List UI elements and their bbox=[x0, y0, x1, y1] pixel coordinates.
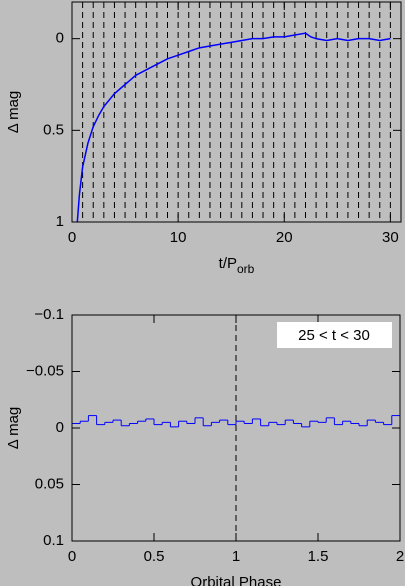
x-axis-label-main: t/P bbox=[219, 255, 237, 272]
y-tick-label: 0.5 bbox=[43, 121, 64, 138]
x-axis-label: t/Porb bbox=[219, 255, 255, 276]
y-tick-label: −0.05 bbox=[26, 362, 64, 379]
x-axis-label-main: Orbital Phase bbox=[191, 574, 282, 586]
x-tick-label: 30 bbox=[382, 229, 399, 246]
annotation-box bbox=[277, 322, 392, 348]
y-tick-label: 0.1 bbox=[43, 532, 64, 549]
annotation: 25 < t < 30 bbox=[298, 327, 370, 344]
plot-frame bbox=[71, 1, 402, 223]
y-axis-label: Δ mag bbox=[5, 91, 22, 134]
y-tick-label: −0.1 bbox=[34, 306, 64, 323]
x-tick-label: 2 bbox=[396, 548, 404, 565]
x-tick-label: 0 bbox=[68, 548, 76, 565]
y-tick-label: 1 bbox=[56, 213, 64, 230]
x-tick-label: 0.5 bbox=[144, 548, 165, 565]
y-tick-label: 0.05 bbox=[35, 475, 64, 492]
y-tick-label: 0 bbox=[56, 419, 64, 436]
y-tick-label: 0 bbox=[56, 30, 64, 47]
x-axis-label-sub: orb bbox=[237, 262, 255, 276]
x-tick-label: 1 bbox=[232, 548, 240, 565]
x-tick-label: 10 bbox=[170, 229, 187, 246]
x-tick-label: 1.5 bbox=[308, 548, 329, 565]
x-tick-label: 0 bbox=[68, 229, 76, 246]
light-curve bbox=[76, 32, 391, 223]
x-axis-label: Orbital Phase bbox=[191, 574, 282, 586]
x-tick-label: 20 bbox=[276, 229, 293, 246]
y-axis-label: Δ mag bbox=[5, 407, 22, 450]
